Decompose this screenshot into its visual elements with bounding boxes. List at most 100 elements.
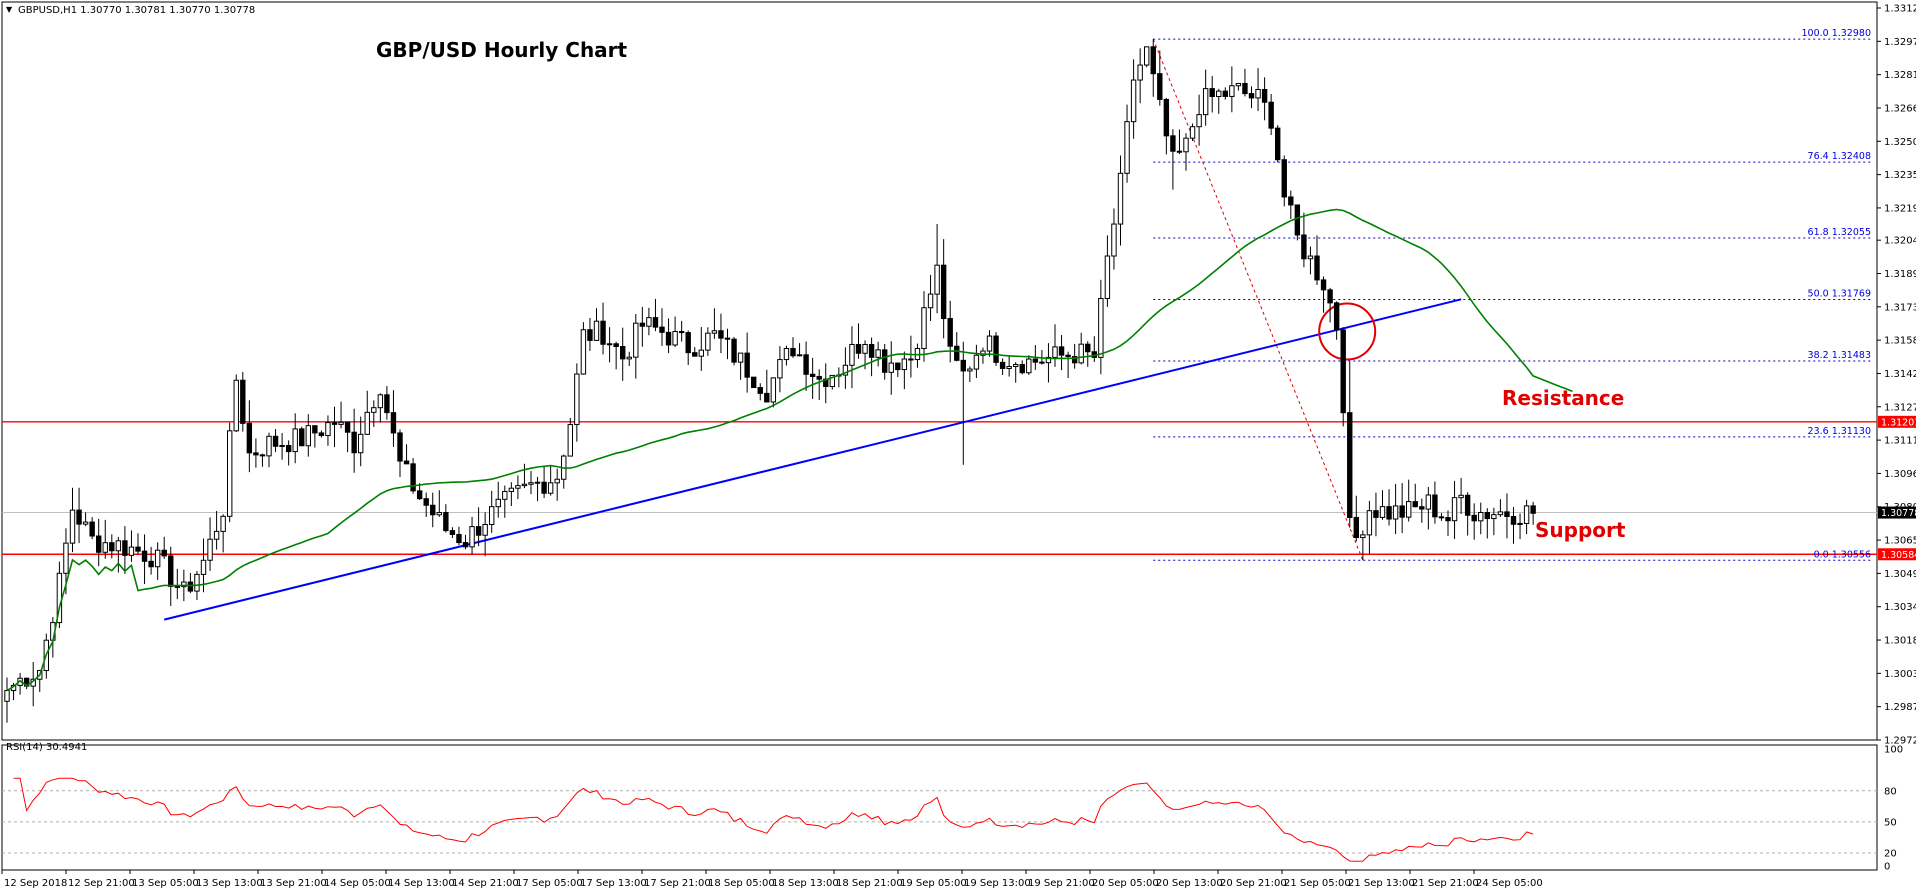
- candle[interactable]: [1373, 492, 1379, 537]
- candle[interactable]: [515, 475, 521, 500]
- candle[interactable]: [1425, 486, 1432, 530]
- trend-line[interactable]: [163, 298, 1462, 621]
- candle[interactable]: [443, 504, 449, 533]
- candle[interactable]: [1491, 507, 1497, 536]
- candle[interactable]: [377, 393, 384, 423]
- candle[interactable]: [154, 542, 161, 580]
- candlestick-series[interactable]: [4, 39, 1536, 723]
- candle[interactable]: [462, 534, 469, 550]
- candle[interactable]: [351, 408, 357, 473]
- candle[interactable]: [1497, 499, 1504, 517]
- candle[interactable]: [764, 369, 770, 403]
- candle[interactable]: [456, 526, 462, 546]
- candle[interactable]: [292, 413, 298, 464]
- candle[interactable]: [927, 274, 934, 322]
- candle[interactable]: [1150, 39, 1156, 97]
- candle[interactable]: [593, 308, 600, 341]
- candle[interactable]: [423, 492, 429, 517]
- candle[interactable]: [1019, 360, 1025, 375]
- candle[interactable]: [1202, 69, 1209, 126]
- candle[interactable]: [633, 314, 639, 379]
- candle[interactable]: [737, 352, 744, 380]
- candle[interactable]: [692, 347, 698, 357]
- candle[interactable]: [1517, 513, 1523, 540]
- candle[interactable]: [1045, 343, 1052, 383]
- candle[interactable]: [541, 465, 547, 498]
- candle[interactable]: [652, 298, 659, 332]
- candle[interactable]: [1458, 477, 1464, 515]
- candle[interactable]: [430, 492, 436, 528]
- candle[interactable]: [534, 476, 541, 502]
- candle[interactable]: [790, 337, 796, 358]
- candle[interactable]: [1386, 489, 1392, 526]
- candle[interactable]: [495, 481, 501, 518]
- candle[interactable]: [259, 453, 266, 467]
- candle[interactable]: [659, 308, 665, 346]
- candle[interactable]: [1406, 479, 1412, 522]
- candle[interactable]: [305, 414, 312, 457]
- candle[interactable]: [809, 357, 816, 399]
- candle[interactable]: [1078, 332, 1084, 365]
- candle[interactable]: [285, 440, 292, 466]
- candle[interactable]: [1432, 481, 1438, 524]
- candle[interactable]: [312, 425, 318, 448]
- candle[interactable]: [213, 510, 220, 550]
- candle[interactable]: [999, 358, 1006, 375]
- candle[interactable]: [973, 344, 980, 379]
- candle[interactable]: [1235, 82, 1242, 91]
- candle[interactable]: [600, 302, 606, 355]
- candle[interactable]: [646, 307, 652, 336]
- candle[interactable]: [1347, 361, 1353, 528]
- candle[interactable]: [449, 527, 456, 538]
- candle[interactable]: [574, 363, 580, 442]
- candle[interactable]: [816, 369, 822, 401]
- candle[interactable]: [1085, 341, 1091, 367]
- candle[interactable]: [89, 517, 95, 540]
- candle[interactable]: [246, 400, 253, 473]
- candle[interactable]: [868, 337, 875, 377]
- candle[interactable]: [266, 432, 272, 468]
- candle[interactable]: [1530, 501, 1536, 525]
- candle[interactable]: [1196, 94, 1202, 146]
- candle[interactable]: [940, 239, 947, 339]
- candle[interactable]: [279, 433, 285, 460]
- candle[interactable]: [1216, 88, 1222, 114]
- candle[interactable]: [1379, 490, 1386, 520]
- candle[interactable]: [718, 313, 724, 354]
- candle[interactable]: [842, 347, 849, 389]
- candle[interactable]: [855, 323, 862, 359]
- candle[interactable]: [135, 533, 141, 555]
- candle[interactable]: [82, 512, 89, 527]
- candle[interactable]: [220, 514, 226, 553]
- candle[interactable]: [1013, 362, 1019, 383]
- candle[interactable]: [744, 332, 750, 393]
- candle[interactable]: [849, 326, 855, 389]
- candle[interactable]: [109, 534, 115, 559]
- candle[interactable]: [1464, 492, 1471, 536]
- candle[interactable]: [796, 343, 803, 357]
- candle[interactable]: [1307, 246, 1314, 275]
- candle[interactable]: [253, 438, 259, 468]
- candle[interactable]: [1104, 235, 1111, 307]
- candle[interactable]: [1183, 133, 1189, 171]
- candle[interactable]: [1412, 483, 1418, 508]
- candle[interactable]: [1170, 129, 1176, 190]
- candle[interactable]: [318, 430, 325, 438]
- candle[interactable]: [1144, 46, 1150, 68]
- candle[interactable]: [711, 308, 718, 339]
- candle[interactable]: [528, 470, 534, 495]
- candle[interactable]: [1399, 483, 1405, 534]
- candle[interactable]: [901, 351, 908, 390]
- candle[interactable]: [128, 530, 135, 562]
- candle[interactable]: [227, 422, 233, 523]
- candle[interactable]: [397, 429, 403, 478]
- candle[interactable]: [344, 421, 351, 453]
- candle[interactable]: [1091, 336, 1097, 362]
- candle[interactable]: [587, 317, 593, 351]
- candle[interactable]: [96, 518, 102, 567]
- candle[interactable]: [1255, 68, 1261, 112]
- candle[interactable]: [1392, 483, 1399, 535]
- candle[interactable]: [1301, 212, 1307, 268]
- candle[interactable]: [1058, 335, 1065, 371]
- candle[interactable]: [1320, 276, 1327, 313]
